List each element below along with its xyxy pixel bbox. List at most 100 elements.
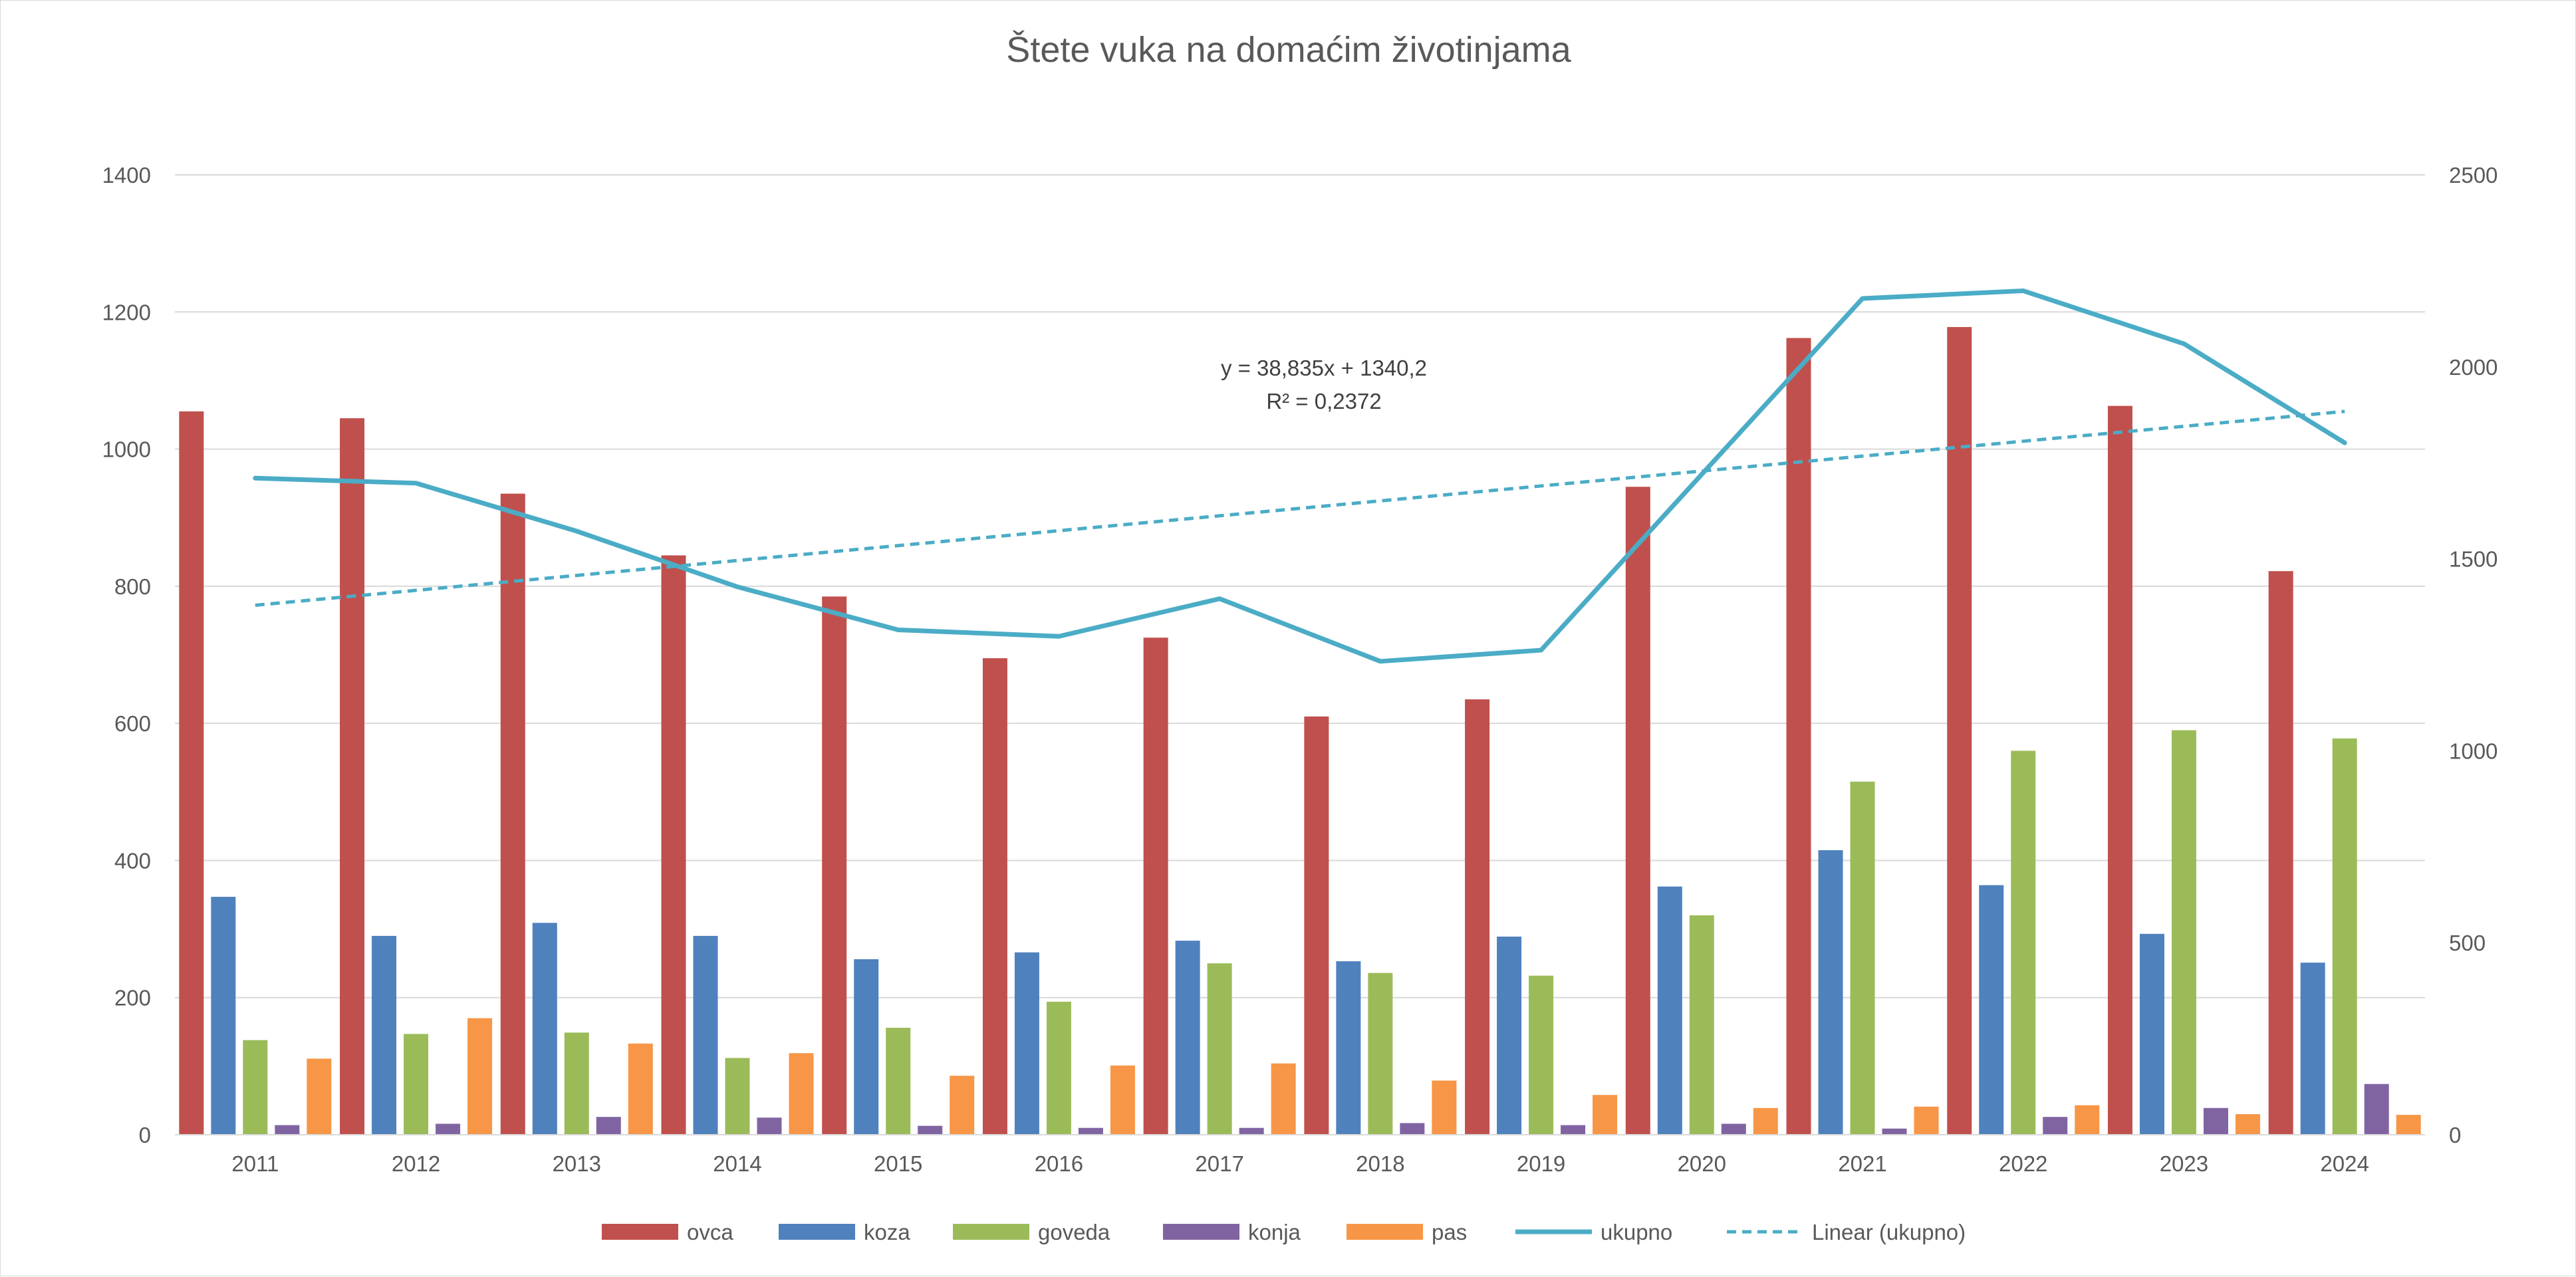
y-left-tick-label: 0: [139, 1123, 151, 1147]
trendline-label: y = 38,835x + 1340,2 R² = 0,2372: [1221, 356, 1427, 413]
bar-koza: [693, 935, 718, 1135]
bar-goveda: [2171, 730, 2196, 1135]
y-left-tick-label: 1000: [102, 437, 151, 462]
chart-title: Štete vuka na domaćim životinjama: [1006, 30, 1571, 70]
bar-pas: [2075, 1105, 2100, 1135]
x-tick-label: 2024: [2320, 1151, 2369, 1176]
bar-pas: [467, 1018, 493, 1135]
bar-goveda: [1850, 781, 1875, 1135]
legend-label: goveda: [1038, 1220, 1110, 1244]
bar-konja: [2203, 1107, 2228, 1135]
bar-ovca: [1786, 338, 1811, 1135]
bar-goveda: [1689, 915, 1714, 1135]
bar-ovca: [340, 418, 365, 1135]
x-tick-label: 2018: [1356, 1151, 1404, 1176]
bar-goveda: [1046, 1001, 1071, 1135]
bar-goveda: [1207, 963, 1232, 1135]
bar-konja: [918, 1125, 943, 1135]
bar-konja: [2364, 1084, 2389, 1135]
bar-pas: [1593, 1095, 1618, 1135]
bar-koza: [211, 897, 236, 1135]
bar-goveda: [2011, 751, 2036, 1135]
bar-pas: [307, 1058, 332, 1135]
legend-swatch-pas: [1347, 1224, 1423, 1240]
bar-konja: [2043, 1117, 2068, 1135]
legend-swatch-goveda: [953, 1224, 1029, 1240]
bar-ovca: [1947, 326, 1972, 1135]
bar-ovca: [1143, 638, 1168, 1135]
bar-pas: [2396, 1115, 2421, 1135]
bar-koza: [372, 935, 397, 1135]
x-tick-label: 2013: [553, 1151, 601, 1176]
x-tick-label: 2015: [874, 1151, 922, 1176]
bar-goveda: [243, 1040, 268, 1135]
y-left-tick-label: 800: [114, 574, 151, 599]
bar-ovca: [1465, 699, 1490, 1135]
y-right-tick-label: 2500: [2449, 163, 2498, 187]
y-right-tick-label: 1500: [2449, 547, 2498, 572]
bar-konja: [1561, 1125, 1586, 1135]
bar-koza: [854, 959, 879, 1135]
y-right-tick-label: 1000: [2449, 739, 2498, 763]
lines: [253, 288, 2347, 664]
bar-ovca: [179, 411, 204, 1135]
legend-label: konja: [1248, 1220, 1301, 1244]
bar-pas: [950, 1076, 975, 1135]
y-left-tick-label: 400: [114, 848, 151, 873]
y-left-tick-label: 1400: [102, 163, 151, 187]
bar-ovca: [822, 596, 847, 1135]
bar-konja: [1882, 1128, 1907, 1135]
bar-goveda: [1368, 973, 1393, 1135]
bar-goveda: [404, 1034, 429, 1135]
legend-label: ovca: [687, 1220, 733, 1244]
x-tick-label: 2022: [1999, 1151, 2047, 1176]
x-tick-label: 2012: [392, 1151, 440, 1176]
bar-ovca: [2268, 571, 2293, 1135]
bar-pas: [1110, 1065, 1135, 1135]
bar-ovca: [1625, 487, 1650, 1135]
legend-label: Linear (ukupno): [1812, 1220, 1966, 1244]
bar-koza: [532, 923, 557, 1135]
bar-ovca: [1304, 716, 1329, 1135]
bars: [179, 326, 2421, 1135]
bar-koza: [1014, 952, 1039, 1135]
legend-swatch-konja: [1163, 1224, 1239, 1240]
bar-koza: [1497, 936, 1522, 1135]
legend: ovca koza goveda konja pas ukupno Linear (ukup…: [602, 1220, 1966, 1244]
bar-konja: [757, 1117, 782, 1135]
bar-goveda: [886, 1028, 911, 1135]
x-tick-label: 2023: [2160, 1151, 2208, 1176]
legend-label: koza: [864, 1220, 910, 1244]
bar-koza: [1818, 850, 1843, 1135]
bar-goveda: [2332, 738, 2357, 1135]
legend-label: pas: [1432, 1220, 1467, 1244]
bar-pas: [1432, 1080, 1457, 1135]
bar-koza: [1979, 885, 2004, 1135]
bar-pas: [1914, 1106, 1939, 1135]
bar-koza: [1175, 941, 1200, 1135]
bar-koza: [2139, 933, 2164, 1135]
x-tick-label: 2017: [1195, 1151, 1243, 1176]
bar-ovca: [982, 658, 1007, 1135]
y-right-tick-label: 0: [2449, 1123, 2461, 1147]
y-left-tick-label: 1200: [102, 300, 151, 324]
bar-koza: [1657, 886, 1682, 1135]
trendline: [255, 409, 2345, 607]
x-tick-label: 2014: [713, 1151, 761, 1176]
legend-swatch-ovca: [602, 1224, 678, 1240]
bar-ovca: [2107, 406, 2132, 1135]
bar-pas: [1271, 1063, 1296, 1135]
legend-label: ukupno: [1601, 1220, 1672, 1244]
trendline-equation: y = 38,835x + 1340,2: [1221, 356, 1427, 380]
y-left-tick-label: 600: [114, 711, 151, 736]
line-ukupno: [253, 288, 2347, 664]
x-tick-label: 2019: [1517, 1151, 1565, 1176]
x-tick-label: 2016: [1035, 1151, 1083, 1176]
bar-konja: [275, 1125, 300, 1135]
axes: 0 200 400 600 800 1000 1200 1400 0 500 1000 1500 200…: [102, 163, 2498, 1176]
bar-konja: [436, 1123, 461, 1135]
bar-goveda: [725, 1058, 750, 1135]
bar-pas: [789, 1053, 814, 1135]
